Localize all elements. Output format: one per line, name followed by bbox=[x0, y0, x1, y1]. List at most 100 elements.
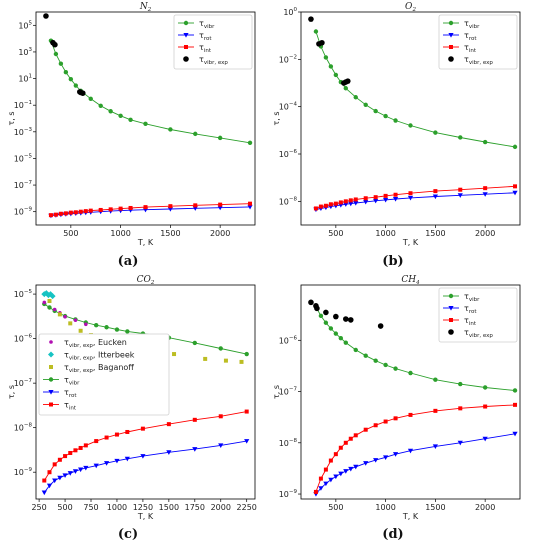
data-point-int bbox=[52, 462, 57, 467]
data-point-rot bbox=[353, 464, 359, 470]
legend-box bbox=[173, 14, 253, 70]
y-tick-label-part: −6 bbox=[24, 334, 33, 340]
legend-label: τvibr, exp, Baganoff bbox=[64, 363, 134, 374]
series-int bbox=[48, 201, 253, 218]
y-axis-label: τ, s bbox=[272, 385, 281, 399]
x-tick-label: 500 bbox=[328, 229, 343, 238]
y-tick-label-part: −8 bbox=[289, 438, 298, 444]
data-point-rot bbox=[93, 463, 99, 469]
plot-frame bbox=[300, 11, 521, 226]
chart-title-part: 2 bbox=[150, 280, 155, 286]
data-point-rot bbox=[383, 197, 389, 203]
legend-label-part: τ bbox=[199, 43, 204, 52]
data-point-int bbox=[408, 412, 413, 417]
data-point-int bbox=[383, 193, 388, 198]
legend-item: τvibr, exp bbox=[448, 55, 493, 66]
data-point-int bbox=[458, 406, 463, 411]
y-tick-label: 10−7 bbox=[279, 387, 298, 397]
legend-label: τint bbox=[464, 43, 477, 54]
data-point-int bbox=[57, 457, 62, 462]
data-point-int bbox=[218, 414, 223, 419]
data-point-int bbox=[53, 212, 58, 217]
data-point-int bbox=[348, 198, 353, 203]
y-tick-label-part: 10 bbox=[14, 290, 24, 299]
y-tick-label-part: −5 bbox=[24, 289, 33, 295]
data-point-int bbox=[328, 202, 333, 207]
data-point-int bbox=[88, 208, 93, 213]
data-point-rot bbox=[72, 469, 79, 474]
y-tick-label-part: 10 bbox=[279, 103, 289, 112]
data-point-vibr bbox=[482, 385, 488, 390]
series-line-int bbox=[315, 404, 516, 493]
y-tick-label-part: 10 bbox=[14, 181, 24, 190]
x-tick-label: 2250 bbox=[237, 503, 257, 512]
y-tick-label-part: 10 bbox=[279, 55, 289, 64]
x-tick-label: 2000 bbox=[475, 229, 495, 238]
data-point-vibr_exp bbox=[377, 323, 384, 329]
x-axis-label: T, K bbox=[402, 512, 419, 521]
legend-label-part: τ bbox=[464, 55, 469, 64]
data-point-int bbox=[98, 207, 103, 212]
legend-label-part: int bbox=[69, 406, 77, 412]
legend-label-part: τ bbox=[199, 19, 204, 28]
data-point-rot bbox=[457, 193, 463, 198]
chart-title-part: 4 bbox=[415, 280, 420, 286]
y-tick-label: 10−2 bbox=[279, 54, 297, 64]
data-point-rot bbox=[328, 477, 334, 483]
data-point-int bbox=[244, 409, 249, 414]
y-tick-label-part: −3 bbox=[24, 127, 33, 133]
data-point-rot bbox=[512, 190, 518, 196]
data-point-rot bbox=[140, 454, 146, 459]
x-tick-label: 2000 bbox=[210, 229, 230, 238]
data-point-vibr bbox=[363, 102, 368, 107]
data-point-vibr bbox=[512, 388, 518, 393]
y-tick-label: 10−6 bbox=[279, 149, 298, 159]
legend-label: τvibr bbox=[199, 19, 215, 30]
legend-label: τvibr bbox=[464, 19, 480, 30]
data-point-rot bbox=[383, 455, 389, 460]
data-point-rot bbox=[78, 467, 84, 473]
legend-label: τvibr, exp bbox=[464, 328, 493, 339]
legend-marker bbox=[49, 402, 53, 407]
y-tick-label-part: 10 bbox=[18, 48, 28, 57]
legend-label-part: int bbox=[204, 48, 212, 54]
legend-label-part: τ bbox=[64, 388, 69, 397]
data-point-baganoff bbox=[47, 298, 52, 303]
y-tick-label-part: 10 bbox=[14, 154, 24, 163]
data-point-int bbox=[42, 478, 47, 483]
y-tick-label-part: −8 bbox=[289, 196, 298, 202]
data-point-eucken bbox=[52, 307, 57, 312]
data-point-rot bbox=[323, 481, 329, 487]
data-point-rot bbox=[432, 444, 438, 450]
data-point-rot bbox=[407, 195, 414, 201]
legend-label-part: vibr, exp bbox=[69, 343, 94, 349]
data-point-vibr bbox=[373, 358, 378, 363]
x-tick-label: 500 bbox=[57, 503, 72, 512]
data-point-int bbox=[393, 416, 398, 421]
data-point-vibr bbox=[313, 29, 319, 34]
x-axis-label: T, K bbox=[137, 238, 154, 247]
legend-label-part: vibr bbox=[204, 24, 215, 30]
data-point-vibr_exp bbox=[308, 299, 314, 306]
legend-item: τint bbox=[443, 43, 477, 54]
data-point-rot bbox=[348, 201, 354, 207]
data-point-eucken bbox=[42, 300, 47, 305]
data-point-int bbox=[118, 206, 123, 211]
legend-label-part: rot bbox=[469, 36, 478, 42]
x-tick-label: 2000 bbox=[211, 503, 231, 512]
legend-label-part: τ bbox=[464, 31, 469, 40]
data-point-baganoff bbox=[203, 356, 208, 361]
legend-label-part: τ bbox=[64, 351, 69, 360]
legend-label-part: τ bbox=[64, 363, 69, 372]
chart-title-part: N bbox=[139, 2, 149, 12]
y-tick-label-part: 10 bbox=[279, 439, 289, 448]
series-itterbeek bbox=[41, 290, 56, 300]
data-point-vibr_exp bbox=[52, 41, 58, 48]
data-point-int bbox=[458, 187, 463, 192]
legend-label-part: int bbox=[469, 321, 477, 327]
legend-label: τrot bbox=[464, 304, 477, 315]
